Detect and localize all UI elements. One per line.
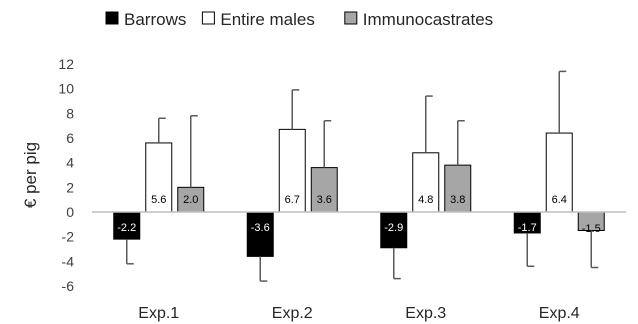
bar <box>545 132 573 213</box>
data-label: -1.7 <box>518 222 537 234</box>
bar <box>246 211 274 257</box>
y-tick-label: -4 <box>62 253 75 269</box>
x-tick-label: Exp.2 <box>272 305 313 322</box>
y-tick-label: 4 <box>66 155 74 171</box>
legend-label: Entire males <box>220 10 314 29</box>
legend-swatch <box>105 11 119 25</box>
bar <box>310 167 338 213</box>
data-label: -2.9 <box>384 222 403 234</box>
bar <box>113 211 141 240</box>
data-label: -1.5 <box>582 223 601 235</box>
data-label: 4.8 <box>418 194 433 206</box>
data-label: 6.4 <box>552 194 567 206</box>
data-label: 3.6 <box>317 194 332 206</box>
data-label: 5.6 <box>151 194 166 206</box>
y-tick-label: -2 <box>62 229 75 245</box>
legend-swatch <box>344 11 358 25</box>
x-tick-label: Exp.4 <box>539 305 580 322</box>
data-label: -2.2 <box>117 222 136 234</box>
bar <box>444 164 472 213</box>
data-label: 6.7 <box>285 194 300 206</box>
y-tick-label: 10 <box>58 81 74 97</box>
legend-swatch <box>201 11 215 25</box>
y-tick-label: 8 <box>66 105 74 121</box>
legend-label: Barrows <box>124 10 186 29</box>
x-tick-label: Exp.1 <box>138 305 179 322</box>
legend-label: Immunocastrates <box>363 10 493 29</box>
y-tick-label: 12 <box>58 56 74 72</box>
data-label: 2.0 <box>183 194 198 206</box>
bar <box>145 142 173 213</box>
y-axis-title: € per pig <box>21 142 40 208</box>
x-tick-label: Exp.3 <box>405 305 446 322</box>
y-tick-label: -6 <box>62 278 75 294</box>
data-label: 3.8 <box>450 194 465 206</box>
data-label: -3.6 <box>251 222 270 234</box>
y-tick-label: 0 <box>66 204 74 220</box>
y-tick-label: 6 <box>66 130 74 146</box>
bar <box>177 186 205 213</box>
y-tick-label: 2 <box>66 179 74 195</box>
